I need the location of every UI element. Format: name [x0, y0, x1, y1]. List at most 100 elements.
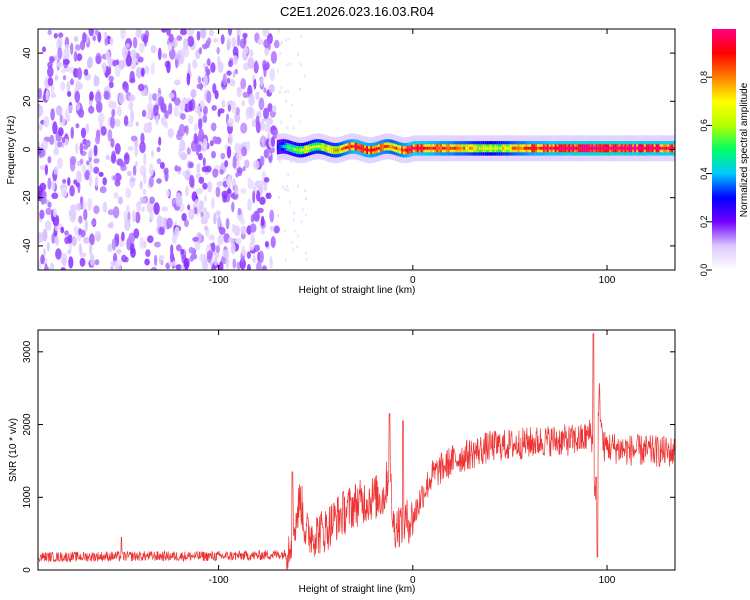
- heatmap-cell: [185, 185, 189, 197]
- heatmap-cell: [129, 70, 135, 83]
- heatmap-cell: [299, 87, 302, 91]
- heatmap-cell: [306, 147, 309, 151]
- heatmap-cell: [213, 37, 218, 43]
- heatmap-cell: [583, 146, 586, 150]
- heatmap-cell: [300, 220, 303, 224]
- heatmap-cell: [395, 146, 398, 150]
- heatmap-cell: [234, 142, 241, 154]
- heatmap-cell: [227, 104, 231, 112]
- heatmap-cell: [89, 233, 95, 246]
- heatmap-cell: [71, 208, 77, 220]
- heatmap-cell: [39, 165, 47, 171]
- heatmap-cell: [228, 78, 236, 87]
- heatmap-cell: [377, 146, 381, 150]
- heatmap-cell: [287, 37, 290, 41]
- heatmap-cell: [234, 68, 238, 75]
- heatmap-cell: [217, 234, 224, 246]
- heatmap-cell: [126, 121, 134, 128]
- heatmap-cell: [564, 146, 567, 150]
- heatmap-cell: [607, 146, 610, 150]
- heatmap-cell: [50, 108, 55, 121]
- heatmap-cell: [412, 146, 415, 150]
- heatmap-cell: [257, 38, 264, 46]
- heatmap-cell: [442, 146, 445, 150]
- heatmap-cell: [480, 146, 483, 150]
- heatmap-cell: [486, 146, 489, 150]
- heatmap-cell: [253, 210, 260, 222]
- heatmap-cell: [221, 190, 228, 199]
- heatmap-cell: [107, 209, 115, 216]
- heatmap-cell: [290, 159, 293, 163]
- heatmap-cell: [224, 144, 228, 151]
- heatmap-cell: [612, 146, 616, 150]
- heatmap-cell: [252, 254, 256, 264]
- heatmap-cell: [67, 234, 73, 244]
- snr-y-ticks: 0 1000 2000 3000: [22, 340, 675, 573]
- heatmap-cell: [647, 146, 650, 150]
- heatmap-cell: [589, 146, 592, 150]
- heatmap-cell: [193, 206, 198, 215]
- heatmap-cell: [51, 192, 59, 200]
- heatmap-cell: [178, 123, 186, 137]
- heatmap-cell: [141, 197, 147, 204]
- heatmap-cell: [451, 146, 454, 150]
- heatmap-cell: [461, 146, 464, 150]
- heatmap-cell: [300, 148, 303, 152]
- heatmap-cell: [256, 261, 262, 270]
- heatmap-cell: [195, 173, 202, 179]
- heatmap-cell: [260, 118, 265, 131]
- heatmap-cell: [157, 47, 162, 61]
- heatmap-cell: [206, 68, 211, 76]
- heatmap-cell: [246, 264, 251, 270]
- heatmap-cell: [195, 105, 201, 114]
- heatmap-cell: [143, 171, 147, 185]
- heatmap-cell: [67, 91, 72, 97]
- heatmap-cell: [192, 236, 199, 242]
- snr-frame: [37, 329, 676, 571]
- heatmap-cell: [107, 243, 113, 253]
- heatmap-cell: [296, 148, 299, 152]
- heatmap-cell: [94, 29, 99, 36]
- heatmap-cell: [226, 145, 232, 159]
- heatmap-cell: [89, 243, 93, 256]
- heatmap-cell: [189, 161, 194, 169]
- heatmap-cell: [145, 113, 152, 120]
- heatmap-cell: [215, 244, 220, 254]
- heatmap-cell: [339, 148, 342, 151]
- colorbar-tick-label: 0.4: [699, 167, 709, 180]
- heatmap-cell: [358, 146, 361, 149]
- heatmap-cell: [220, 152, 226, 160]
- heatmap-cell: [389, 145, 392, 149]
- heatmap-cell: [270, 236, 276, 248]
- colorbar-ticks: 0.0 0.2 0.4 0.6 0.8: [699, 71, 712, 276]
- heatmap-cell: [78, 228, 82, 236]
- heatmap-cell: [111, 238, 117, 251]
- heatmap-cell: [121, 254, 127, 263]
- colorbar-tick-label: 0.2: [699, 216, 709, 229]
- heatmap-cell: [263, 39, 270, 49]
- heatmap-cell: [156, 215, 163, 228]
- heatmap-cell: [108, 81, 114, 89]
- heatmap-cell: [75, 182, 80, 188]
- heatmap-cell: [286, 126, 289, 130]
- snr-y-tick-label: 0: [22, 567, 33, 573]
- heatmap-cell: [81, 164, 87, 173]
- heatmap-cell: [110, 153, 117, 164]
- heatmap-cell: [228, 60, 233, 68]
- heatmap-cell: [94, 259, 100, 266]
- heatmap-cell: [301, 208, 304, 212]
- heatmap-cell: [533, 146, 536, 150]
- heatmap-cell: [368, 148, 371, 152]
- heatmap-cell: [267, 192, 272, 200]
- heatmap-cell: [297, 184, 299, 188]
- heatmap-cell: [64, 230, 69, 236]
- heatmap-cell: [327, 147, 330, 151]
- heatmap-cell: [161, 103, 167, 113]
- heatmap-cell: [609, 146, 612, 150]
- heatmap-cell: [79, 257, 86, 267]
- heatmap-cell: [337, 148, 340, 152]
- heatmap-cell: [103, 90, 109, 100]
- heatmap-cell: [465, 146, 468, 150]
- heatmap-cell: [175, 244, 182, 252]
- heatmap-cell: [167, 42, 173, 52]
